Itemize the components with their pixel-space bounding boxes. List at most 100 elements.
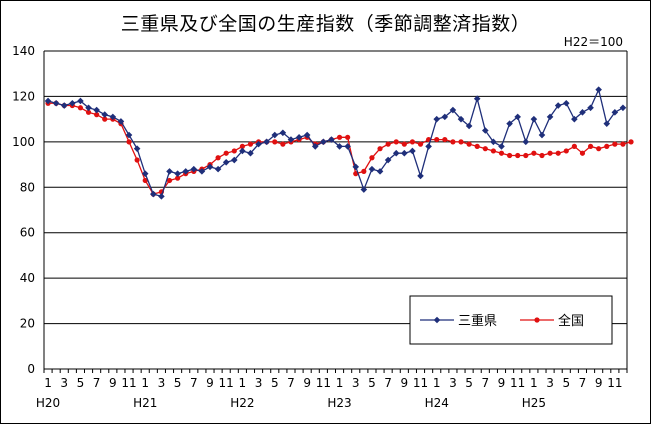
data-point bbox=[345, 134, 351, 140]
data-point bbox=[198, 168, 206, 175]
x-tick-label: 5 bbox=[174, 376, 182, 390]
x-year-label: H23 bbox=[327, 396, 351, 410]
data-point bbox=[417, 141, 424, 147]
data-point bbox=[506, 120, 513, 127]
data-point bbox=[465, 122, 473, 130]
x-tick-label: 7 bbox=[481, 376, 489, 390]
data-point bbox=[311, 143, 319, 150]
data-point bbox=[401, 149, 408, 157]
data-point bbox=[628, 139, 634, 145]
data-point bbox=[368, 165, 376, 173]
x-tick-label: 5 bbox=[368, 376, 376, 390]
data-point bbox=[579, 150, 586, 156]
data-point bbox=[522, 138, 530, 146]
data-point bbox=[77, 97, 84, 105]
legend: 三重県 全国 bbox=[409, 295, 613, 345]
y-tick-label: 120 bbox=[12, 89, 35, 103]
data-point bbox=[530, 115, 538, 123]
data-point bbox=[85, 104, 92, 112]
data-point bbox=[401, 141, 407, 147]
data-point bbox=[490, 138, 497, 146]
data-point bbox=[303, 131, 311, 139]
data-point bbox=[515, 152, 521, 159]
chart-title: 三重県及び全国の生産指数（季節調整済指数） bbox=[120, 13, 531, 35]
x-tick-label: 1 bbox=[433, 376, 441, 390]
x-tick-label: 7 bbox=[579, 376, 587, 390]
x-tick-label: 5 bbox=[465, 376, 473, 390]
x-tick-label: 3 bbox=[255, 376, 263, 390]
x-tick-label: 3 bbox=[352, 376, 360, 390]
data-point bbox=[280, 141, 286, 147]
legend-marker bbox=[534, 317, 540, 323]
data-point bbox=[125, 131, 133, 139]
x-year-label: H20 bbox=[36, 396, 60, 410]
data-point bbox=[77, 105, 84, 111]
data-point bbox=[117, 118, 125, 125]
data-point bbox=[182, 168, 190, 175]
data-point bbox=[255, 140, 262, 148]
data-point bbox=[596, 146, 602, 152]
x-tick-label: 11 bbox=[219, 376, 234, 390]
data-point bbox=[490, 148, 496, 154]
data-point bbox=[272, 139, 278, 145]
data-point bbox=[279, 129, 287, 137]
data-point bbox=[595, 86, 602, 93]
data-point bbox=[247, 149, 254, 157]
data-point bbox=[369, 155, 375, 161]
data-point bbox=[166, 168, 173, 175]
data-point bbox=[409, 139, 416, 145]
x-tick-label: 9 bbox=[206, 376, 214, 390]
x-tick-label: 9 bbox=[401, 376, 409, 390]
data-point bbox=[458, 139, 464, 145]
x-tick-label: 1 bbox=[44, 376, 52, 390]
x-year-label: H24 bbox=[425, 396, 449, 410]
y-tick-label: 0 bbox=[27, 362, 35, 376]
data-point bbox=[612, 141, 618, 147]
data-point bbox=[547, 150, 553, 156]
data-point bbox=[498, 150, 505, 156]
data-point bbox=[531, 150, 537, 156]
x-tick-label: 5 bbox=[562, 376, 570, 390]
x-tick-label: 9 bbox=[109, 376, 117, 390]
legend-marker bbox=[433, 316, 441, 324]
x-tick-label: 11 bbox=[121, 376, 136, 390]
data-point bbox=[393, 139, 399, 145]
data-point bbox=[174, 170, 181, 177]
data-point bbox=[619, 104, 627, 112]
data-point bbox=[384, 156, 392, 164]
data-point bbox=[69, 99, 76, 107]
data-point bbox=[102, 116, 108, 122]
data-point bbox=[215, 155, 221, 161]
series-mie bbox=[44, 86, 627, 200]
data-point bbox=[604, 143, 610, 149]
data-point bbox=[611, 109, 619, 116]
x-tick-label: 3 bbox=[449, 376, 457, 390]
legend-label: 全国 bbox=[558, 313, 584, 329]
data-point bbox=[230, 156, 238, 164]
series-line bbox=[47, 87, 624, 198]
data-point bbox=[425, 143, 432, 150]
data-point bbox=[457, 115, 465, 123]
data-point bbox=[603, 120, 611, 127]
x-year-label: H25 bbox=[522, 396, 546, 410]
data-point bbox=[328, 136, 335, 143]
data-point bbox=[441, 113, 449, 121]
base-year-note: H22＝100 bbox=[563, 35, 623, 49]
data-point bbox=[482, 146, 488, 152]
legend-label: 三重県 bbox=[458, 313, 497, 329]
x-tick-label: 1 bbox=[239, 376, 247, 390]
data-point bbox=[94, 112, 100, 118]
x-tick-label: 7 bbox=[190, 376, 198, 390]
data-point bbox=[571, 115, 578, 123]
data-point bbox=[101, 111, 109, 118]
x-tick-label: 3 bbox=[60, 376, 68, 390]
data-point bbox=[392, 149, 400, 157]
data-point bbox=[417, 172, 424, 180]
data-point bbox=[506, 152, 513, 159]
data-point bbox=[295, 134, 303, 141]
x-tick-label: 3 bbox=[546, 376, 554, 390]
x-tick-label: 7 bbox=[384, 376, 392, 390]
data-point bbox=[336, 134, 343, 140]
